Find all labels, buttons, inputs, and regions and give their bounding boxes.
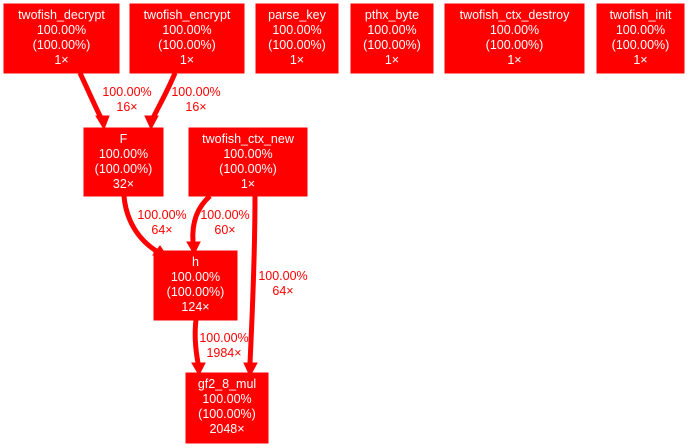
node-function-name: gf2_8_mul: [198, 377, 256, 391]
node-stat: (100.00%): [167, 285, 225, 299]
edge-label: 100.00%: [137, 208, 186, 222]
node-stat: 124×: [181, 300, 209, 314]
node-stat: 1×: [633, 53, 647, 67]
edge-line: [247, 195, 258, 364]
node-stat: 100.00%: [37, 23, 86, 37]
node-stat: 1×: [507, 53, 521, 67]
edge-label: 100.00%: [258, 269, 307, 283]
edge-line: [190, 194, 212, 243]
node-stat: 1×: [290, 53, 304, 67]
node-stat: (100.00%): [158, 38, 216, 52]
edge-arrowhead: [144, 115, 159, 131]
node-function-name: twofish_init: [610, 8, 672, 22]
node-function-name: twofish_ctx_destroy: [460, 8, 571, 22]
node-stat: 100.00%: [202, 392, 251, 406]
node-function-name: twofish_ctx_new: [202, 132, 295, 146]
node-function-name: twofish_encrypt: [144, 8, 231, 22]
node-box: [444, 3, 585, 74]
edge-arrowhead: [186, 241, 201, 256]
edge-label: 16×: [185, 100, 206, 114]
node-stat: 100.00%: [272, 23, 321, 37]
node-stat: 100.00%: [171, 270, 220, 284]
edge-line: [77, 71, 104, 120]
edge-label: 16×: [116, 100, 137, 114]
node-stat: (100.00%): [612, 38, 670, 52]
node-stat: (100.00%): [219, 162, 277, 176]
edge-label: 100.00%: [200, 208, 249, 222]
node-function-name: h: [192, 255, 199, 269]
node-stat: (100.00%): [95, 162, 153, 176]
edge-twofish_decrypt-to-F: 100.00%16×: [77, 71, 152, 131]
edge-h-to-gf2_8_mul: 100.00%1984×: [191, 319, 249, 377]
node-box: [350, 3, 434, 74]
node-stat: 100.00%: [367, 23, 416, 37]
node-stat: (100.00%): [486, 38, 544, 52]
edge-label: 100.00%: [199, 331, 248, 345]
node-stat: 100.00%: [99, 147, 148, 161]
node-box: [596, 3, 685, 74]
edge-twofish_ctx_new-to-h: 100.00%60×: [186, 194, 250, 256]
node-stat: 100.00%: [223, 147, 272, 161]
edge-label: 64×: [272, 284, 293, 298]
node-box: [153, 250, 238, 321]
edge-line: [150, 72, 178, 120]
edge-label: 60×: [214, 223, 235, 237]
node-function-name: twofish_decrypt: [18, 8, 105, 22]
edge-line: [121, 195, 160, 255]
edge-F-to-h: 100.00%64×: [121, 195, 187, 259]
node-stat: (100.00%): [363, 38, 421, 52]
edge-label: 64×: [151, 223, 172, 237]
edge-twofish_encrypt-to-F: 100.00%16×: [144, 72, 221, 131]
node-stat: 100.00%: [616, 23, 665, 37]
node-function-name: pthx_byte: [365, 8, 419, 22]
node-stat: (100.00%): [268, 38, 326, 52]
node-stat: 100.00%: [490, 23, 539, 37]
node-stat: (100.00%): [33, 38, 91, 52]
edge-arrowhead: [95, 115, 110, 131]
node-function-name: F: [120, 132, 128, 146]
node-box: [3, 3, 120, 74]
node-stat: 1×: [54, 53, 68, 67]
edge-line: [192, 319, 201, 364]
edge-label: 1984×: [206, 346, 241, 360]
node-stat: (100.00%): [198, 407, 256, 421]
node-box: [129, 3, 245, 74]
node-stat: 1×: [180, 53, 194, 67]
node-stat: 32×: [113, 177, 134, 191]
node-stat: 1×: [385, 53, 399, 67]
node-function-name: parse_key: [268, 8, 326, 22]
edge-twofish_ctx_new-to-gf2_8_mul: 100.00%64×: [243, 195, 308, 378]
edge-arrowhead: [243, 362, 258, 378]
edge-arrowhead: [191, 362, 206, 377]
node-box: [83, 127, 164, 197]
edge-label: 100.00%: [102, 85, 151, 99]
node-box: [185, 372, 269, 444]
node-stat: 1×: [241, 177, 255, 191]
node-box: [255, 3, 339, 74]
node-stat: 2048×: [209, 422, 244, 436]
edge-label: 100.00%: [171, 85, 220, 99]
node-box: [188, 127, 308, 197]
node-stat: 100.00%: [162, 23, 211, 37]
